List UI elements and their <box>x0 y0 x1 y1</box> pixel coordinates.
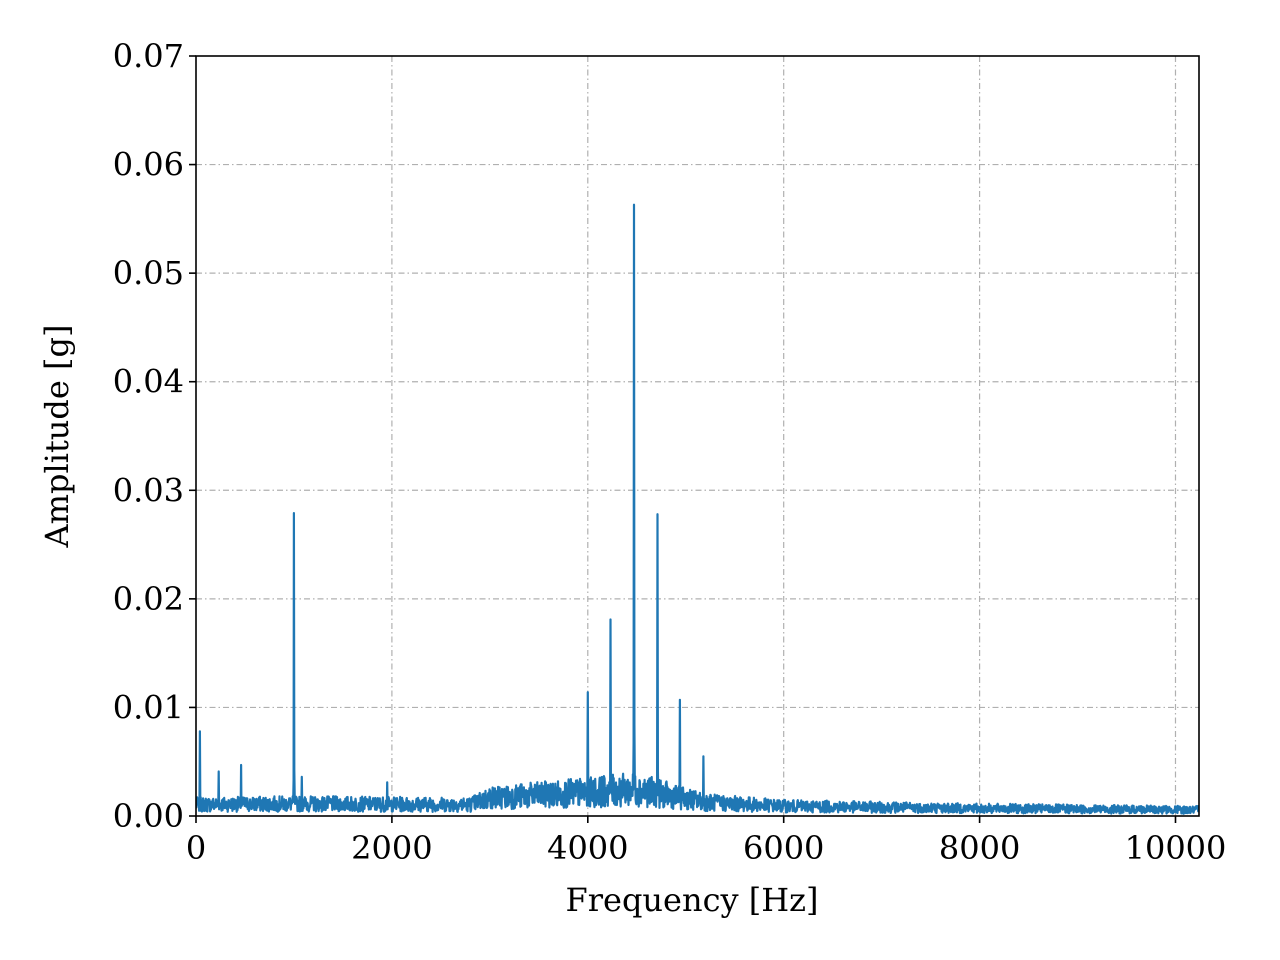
y-tick-label: 0.06 <box>113 146 184 184</box>
x-tick-label: 10000 <box>1125 829 1227 867</box>
y-tick-label: 0.05 <box>113 254 184 292</box>
y-tick-label: 0.00 <box>113 797 184 835</box>
x-tick-label: 2000 <box>351 829 432 867</box>
x-tick-label: 4000 <box>547 829 628 867</box>
y-axis: 0.00 0.01 0.02 0.03 0.04 0.05 0.06 0.07 <box>113 37 196 835</box>
plot-area <box>196 203 1199 815</box>
x-tick-label: 8000 <box>939 829 1020 867</box>
x-axis: 0 2000 4000 6000 8000 10000 <box>186 816 1227 867</box>
amplitude-series-line <box>196 203 1199 815</box>
grid <box>196 56 1199 816</box>
y-tick-label: 0.07 <box>113 37 184 75</box>
y-tick-label: 0.02 <box>113 580 184 618</box>
y-tick-label: 0.01 <box>113 688 184 726</box>
y-tick-label: 0.04 <box>113 363 184 401</box>
x-tick-label: 6000 <box>743 829 824 867</box>
y-axis-label: Amplitude [g] <box>38 325 76 549</box>
x-axis-label: Frequency [Hz] <box>566 881 819 919</box>
x-tick-label: 0 <box>186 829 206 867</box>
axes-frame <box>195 55 1200 817</box>
y-tick-label: 0.03 <box>113 471 184 509</box>
